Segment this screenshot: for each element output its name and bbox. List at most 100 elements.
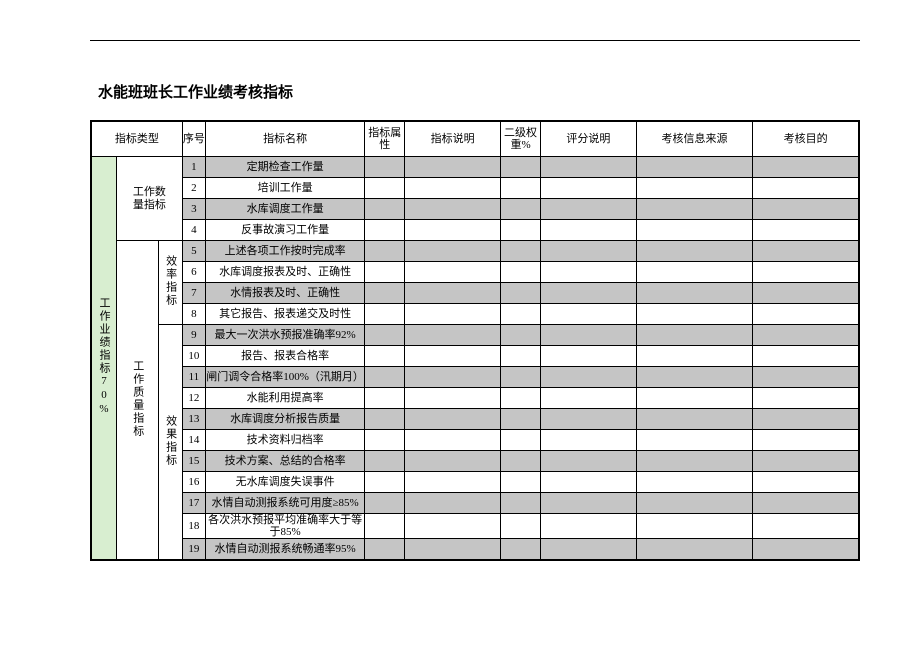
cell-empty xyxy=(365,493,405,514)
cell-empty xyxy=(541,472,636,493)
cell-empty xyxy=(636,178,753,199)
cell-seq: 5 xyxy=(182,241,205,262)
cell-empty xyxy=(753,220,859,241)
cell-name: 水情报表及时、正确性 xyxy=(206,283,365,304)
cell-seq: 14 xyxy=(182,430,205,451)
cell-name: 无水库调度失误事件 xyxy=(206,472,365,493)
cell-empty xyxy=(405,514,500,539)
col-attr: 指标属性 xyxy=(365,121,405,157)
cell-empty xyxy=(636,220,753,241)
cell-empty xyxy=(500,178,540,199)
table-row: 17水情自动测报系统可用度≥85% xyxy=(91,493,859,514)
cell-seq: 12 xyxy=(182,388,205,409)
header-row: 指标类型 序号 指标名称 指标属性 指标说明 二级权重% 评分说明 考核信息来源… xyxy=(91,121,859,157)
cell-empty xyxy=(365,178,405,199)
cell-empty xyxy=(365,346,405,367)
col-seq: 序号 xyxy=(182,121,205,157)
cell-empty xyxy=(500,241,540,262)
cell-empty xyxy=(405,367,500,388)
cell-name: 反事故演习工作量 xyxy=(206,220,365,241)
cell-name: 水库调度工作量 xyxy=(206,199,365,220)
cell-seq: 9 xyxy=(182,325,205,346)
cell-empty xyxy=(753,304,859,325)
cell-empty xyxy=(541,241,636,262)
cell-empty xyxy=(405,346,500,367)
cell-empty xyxy=(500,262,540,283)
table-row: 15技术方案、总结的合格率 xyxy=(91,451,859,472)
cell-empty xyxy=(365,430,405,451)
cell-empty xyxy=(405,304,500,325)
category-level1: 工作业绩指标70% xyxy=(91,157,116,561)
top-rule xyxy=(90,40,860,41)
cell-empty xyxy=(541,451,636,472)
cell-seq: 16 xyxy=(182,472,205,493)
cell-empty xyxy=(500,367,540,388)
cell-empty xyxy=(753,472,859,493)
cell-empty xyxy=(636,367,753,388)
table-row: 10报告、报表合格率 xyxy=(91,346,859,367)
cell-name: 最大一次洪水预报准确率92% xyxy=(206,325,365,346)
col-purpose: 考核目的 xyxy=(753,121,859,157)
cell-empty xyxy=(405,178,500,199)
cell-empty xyxy=(541,514,636,539)
cell-empty xyxy=(405,539,500,561)
table-row: 效果指标9最大一次洪水预报准确率92% xyxy=(91,325,859,346)
cell-empty xyxy=(541,262,636,283)
cell-empty xyxy=(541,304,636,325)
cell-empty xyxy=(753,388,859,409)
cell-empty xyxy=(405,262,500,283)
cell-seq: 13 xyxy=(182,409,205,430)
cell-empty xyxy=(636,262,753,283)
cell-empty xyxy=(365,304,405,325)
cell-seq: 6 xyxy=(182,262,205,283)
cell-empty xyxy=(365,367,405,388)
table-row: 7水情报表及时、正确性 xyxy=(91,283,859,304)
cell-empty xyxy=(365,241,405,262)
category-quality-label: 工作质量指标 xyxy=(132,360,144,438)
cell-empty xyxy=(500,472,540,493)
cell-empty xyxy=(636,388,753,409)
page-title: 水能班班长工作业绩考核指标 xyxy=(98,81,860,102)
cell-empty xyxy=(405,472,500,493)
cell-seq: 10 xyxy=(182,346,205,367)
assessment-table: 指标类型 序号 指标名称 指标属性 指标说明 二级权重% 评分说明 考核信息来源… xyxy=(90,120,860,561)
cell-empty xyxy=(541,220,636,241)
cell-empty xyxy=(636,157,753,178)
cell-seq: 7 xyxy=(182,283,205,304)
cell-empty xyxy=(365,157,405,178)
table-row: 18各次洪水预报平均准确率大于等于85% xyxy=(91,514,859,539)
cell-seq: 3 xyxy=(182,199,205,220)
category-quality: 工作质量指标 xyxy=(116,241,158,561)
cell-name: 水情自动测报系统可用度≥85% xyxy=(206,493,365,514)
cell-empty xyxy=(541,367,636,388)
table-row: 工作业绩指标70%工作数量指标1定期检查工作量 xyxy=(91,157,859,178)
cell-seq: 1 xyxy=(182,157,205,178)
page: 水能班班长工作业绩考核指标 指标类型 序号 指标名称 指标属性 指标说明 二级权… xyxy=(0,0,920,601)
cell-empty xyxy=(753,283,859,304)
cell-empty xyxy=(405,493,500,514)
cell-empty xyxy=(500,346,540,367)
cell-empty xyxy=(753,178,859,199)
cell-name: 各次洪水预报平均准确率大于等于85% xyxy=(206,514,365,539)
cell-empty xyxy=(365,539,405,561)
cell-name: 培训工作量 xyxy=(206,178,365,199)
cell-name: 定期检查工作量 xyxy=(206,157,365,178)
category-effect: 效果指标 xyxy=(159,325,182,561)
category-quantity: 工作数量指标 xyxy=(116,157,182,241)
cell-name: 水库调度分析报告质量 xyxy=(206,409,365,430)
table-body: 工作业绩指标70%工作数量指标1定期检查工作量2培训工作量3水库调度工作量4反事… xyxy=(91,157,859,561)
cell-empty xyxy=(365,325,405,346)
cell-name: 报告、报表合格率 xyxy=(206,346,365,367)
cell-empty xyxy=(636,430,753,451)
cell-empty xyxy=(753,514,859,539)
cell-empty xyxy=(365,388,405,409)
cell-seq: 4 xyxy=(182,220,205,241)
cell-name: 上述各项工作按时完成率 xyxy=(206,241,365,262)
col-weight: 二级权重% xyxy=(500,121,540,157)
cell-name: 技术资料归档率 xyxy=(206,430,365,451)
cell-seq: 19 xyxy=(182,539,205,561)
cell-empty xyxy=(405,430,500,451)
table-row: 2培训工作量 xyxy=(91,178,859,199)
category-efficiency-label: 效率指标 xyxy=(165,255,177,307)
category-effect-label: 效果指标 xyxy=(165,415,177,467)
